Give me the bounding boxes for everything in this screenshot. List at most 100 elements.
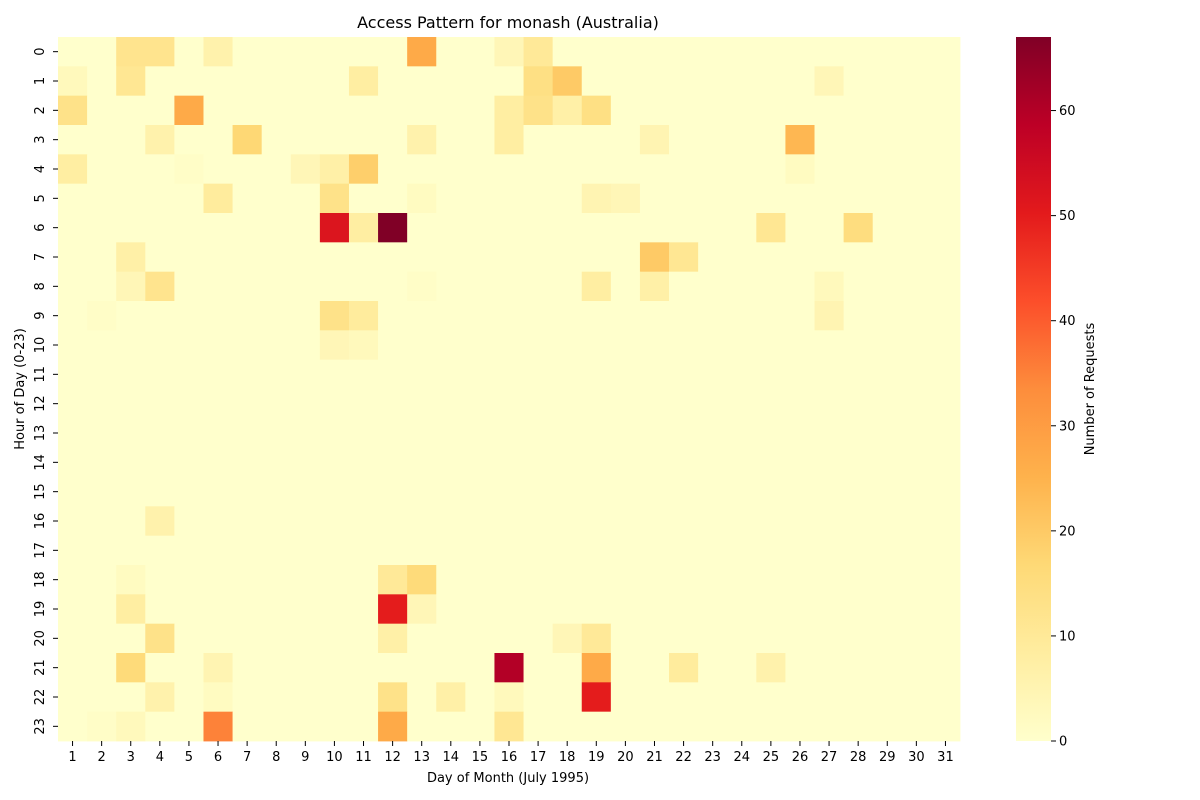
heatmap-cell bbox=[494, 447, 524, 478]
heatmap-cell bbox=[465, 154, 495, 185]
heatmap-cell bbox=[319, 66, 350, 97]
heatmap-cell bbox=[290, 359, 321, 390]
heatmap-cell bbox=[348, 653, 379, 683]
heatmap-cell bbox=[930, 95, 961, 126]
heatmap-cell bbox=[523, 565, 554, 595]
heatmap-cell bbox=[698, 594, 728, 625]
heatmap-cell bbox=[116, 66, 146, 97]
heatmap-cell bbox=[523, 66, 554, 97]
heatmap-cell bbox=[378, 565, 408, 595]
heatmap-cell bbox=[174, 565, 204, 595]
heatmap-cell bbox=[814, 418, 845, 449]
heatmap-cell bbox=[319, 359, 350, 390]
heatmap-cell bbox=[378, 213, 408, 243]
heatmap-cell bbox=[698, 653, 728, 683]
heatmap-cell bbox=[465, 506, 495, 537]
heatmap-cell bbox=[319, 330, 350, 361]
heatmap-cell bbox=[552, 653, 583, 683]
heatmap-cell bbox=[145, 271, 175, 302]
heatmap-cell bbox=[610, 271, 641, 302]
heatmap-cell bbox=[581, 37, 612, 67]
heatmap-cell bbox=[58, 125, 88, 155]
heatmap-cell bbox=[378, 95, 408, 126]
x-tick-label: 26 bbox=[792, 750, 809, 765]
heatmap-cell bbox=[785, 418, 815, 449]
heatmap-cell bbox=[58, 447, 88, 478]
x-tick-label: 13 bbox=[413, 750, 430, 765]
heatmap-cell bbox=[87, 301, 117, 331]
heatmap-cell bbox=[581, 271, 612, 302]
heatmap-cell bbox=[261, 183, 292, 214]
heatmap-cell bbox=[785, 154, 815, 185]
heatmap-cell bbox=[378, 447, 408, 478]
x-tick-label: 12 bbox=[384, 750, 401, 765]
heatmap-cell bbox=[174, 242, 204, 273]
heatmap-cell bbox=[87, 95, 117, 126]
heatmap-cell bbox=[174, 623, 204, 654]
colorbar-tick-label: 40 bbox=[1059, 314, 1076, 329]
heatmap-cell bbox=[261, 682, 292, 713]
heatmap-cell bbox=[465, 594, 495, 625]
heatmap-cell bbox=[552, 37, 583, 67]
heatmap-cell bbox=[639, 183, 670, 214]
heatmap-cell bbox=[58, 389, 88, 419]
heatmap-cell bbox=[901, 506, 932, 537]
heatmap-cell bbox=[756, 477, 786, 507]
heatmap-cell bbox=[669, 154, 699, 185]
heatmap-cell bbox=[436, 213, 466, 243]
heatmap-cell bbox=[552, 477, 583, 507]
heatmap-cell bbox=[348, 37, 379, 67]
heatmap-cell bbox=[639, 213, 670, 243]
heatmap-cell bbox=[116, 447, 146, 478]
heatmap-cell bbox=[669, 183, 699, 214]
heatmap-cell bbox=[203, 711, 233, 742]
heatmap-cell bbox=[930, 506, 961, 537]
heatmap-cell bbox=[814, 154, 845, 185]
y-tick-label: 4 bbox=[33, 165, 48, 173]
heatmap-cell bbox=[785, 447, 815, 478]
heatmap-cell bbox=[814, 623, 845, 654]
heatmap-cell bbox=[610, 213, 641, 243]
heatmap-cell bbox=[814, 125, 845, 155]
heatmap-cell bbox=[756, 183, 786, 214]
heatmap-cell bbox=[669, 477, 699, 507]
x-tick-label: 27 bbox=[821, 750, 838, 765]
heatmap-cell bbox=[494, 95, 524, 126]
heatmap-cell bbox=[872, 242, 903, 273]
heatmap-cell bbox=[639, 418, 670, 449]
heatmap-cell bbox=[465, 183, 495, 214]
heatmap-cell bbox=[523, 271, 554, 302]
y-tick-label: 10 bbox=[33, 337, 48, 354]
x-tick-label: 19 bbox=[588, 750, 605, 765]
heatmap-cell bbox=[174, 535, 204, 566]
heatmap-cell bbox=[639, 271, 670, 302]
heatmap-cell bbox=[930, 359, 961, 390]
heatmap-cell bbox=[523, 418, 554, 449]
heatmap-cell bbox=[930, 418, 961, 449]
heatmap-cell bbox=[87, 594, 117, 625]
heatmap-cell bbox=[552, 535, 583, 566]
heatmap-cell bbox=[843, 418, 874, 449]
heatmap-cell bbox=[174, 66, 204, 97]
heatmap-cell bbox=[843, 95, 874, 126]
x-tick-label: 30 bbox=[908, 750, 925, 765]
y-tick-label: 3 bbox=[33, 136, 48, 144]
heatmap-cell bbox=[58, 653, 88, 683]
heatmap-cell bbox=[639, 389, 670, 419]
heatmap-cell bbox=[727, 506, 757, 537]
heatmap-cell bbox=[87, 711, 117, 742]
heatmap-cell bbox=[872, 301, 903, 331]
heatmap-cell bbox=[261, 447, 292, 478]
heatmap-cell bbox=[465, 95, 495, 126]
heatmap-cell bbox=[203, 565, 233, 595]
heatmap-cell bbox=[436, 242, 466, 273]
heatmap-cell bbox=[465, 535, 495, 566]
heatmap-cell bbox=[901, 653, 932, 683]
heatmap-cell bbox=[87, 213, 117, 243]
heatmap-cell bbox=[378, 389, 408, 419]
heatmap-cell bbox=[552, 154, 583, 185]
heatmap-cell bbox=[494, 154, 524, 185]
heatmap-cell bbox=[523, 301, 554, 331]
heatmap-cell bbox=[727, 477, 757, 507]
heatmap-cell bbox=[843, 682, 874, 713]
